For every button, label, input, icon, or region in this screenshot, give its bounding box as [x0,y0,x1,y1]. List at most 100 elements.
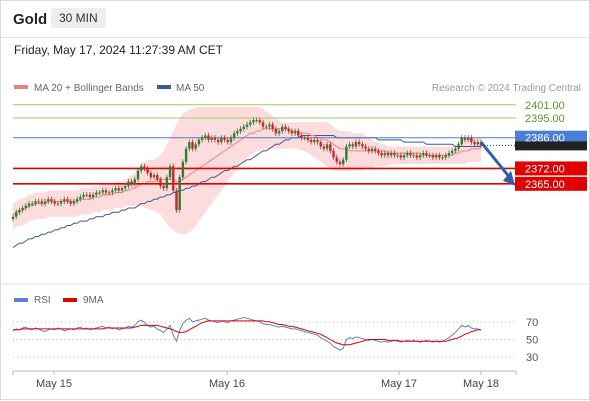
candle [290,131,294,134]
candle [255,120,258,122]
candle [447,153,451,156]
candle [242,126,245,129]
candle [216,139,220,143]
candle [47,199,50,202]
ma50-legend-swatch [157,85,171,89]
time-tick-label-0: May 15 [36,378,72,390]
candle [284,126,287,129]
rsi-line [12,316,482,351]
candle [69,201,72,204]
candle [306,137,310,140]
rsi-tick-1: 50 [526,335,538,347]
candle [271,124,274,129]
candle [396,155,399,157]
rsi-tick-2: 30 [526,352,538,364]
candle [226,139,229,143]
candle [406,153,409,156]
candle [457,144,460,149]
candle [473,142,476,145]
candle [143,166,146,169]
candle [27,203,31,206]
candle [428,155,431,157]
candle [441,157,444,159]
candle [370,148,374,151]
candle [207,135,210,140]
candle [188,142,191,149]
timeframe-button[interactable]: 30 MIN [51,8,106,28]
candle [130,181,133,184]
level-label-1: 2395.00 [525,113,565,125]
candle [415,155,419,158]
candle [85,194,88,196]
level-tag-2 [515,130,587,145]
candle [303,137,306,139]
candle [200,137,204,140]
time-tick-label-2: May 17 [381,378,417,390]
candle [357,142,361,145]
candle [149,172,153,178]
candle [11,216,15,219]
candle [72,201,76,204]
candle [393,153,396,156]
forecast-arrow-shaft [479,141,512,179]
candle [127,181,130,186]
candle [466,137,470,140]
candle [329,144,332,151]
candle [438,155,441,158]
candle [204,135,207,138]
rsi-ma9-line [13,320,481,346]
candle [56,203,60,205]
candle [66,199,69,202]
candle [450,150,454,154]
candle [191,142,194,149]
candle [409,153,412,156]
candle [309,139,313,143]
candle [37,201,40,203]
candle [175,190,178,211]
candle [322,146,326,149]
candle [354,142,358,147]
candle [325,144,329,149]
candle [281,126,284,132]
candle [43,201,47,204]
candle [422,153,425,156]
datetime-label: Friday, May 17, 2024 11:27:39 AM CET [14,43,223,57]
candle [434,155,438,158]
candle [159,179,162,186]
candle [319,142,322,147]
candle [390,153,393,156]
candle [274,128,278,134]
candle [341,159,345,165]
candle [178,177,181,211]
candle [383,153,387,156]
candle [79,196,82,200]
candle [287,128,290,132]
candle [332,150,335,158]
rsi-legend-swatch [14,298,28,302]
candle [223,137,226,140]
candle [18,210,21,213]
candle [24,205,28,208]
candle [345,146,348,160]
candle [104,190,108,193]
candle [258,120,262,123]
candle [444,155,447,158]
candle [120,188,124,191]
candle [348,144,351,147]
candle [34,201,37,204]
forecast-arrow-head [503,170,515,186]
candle [364,146,367,149]
bollinger-band [13,107,481,235]
candle [63,199,66,202]
candle [117,188,120,191]
candle [194,144,197,149]
candle [75,199,79,202]
candle [165,177,169,189]
candle [316,139,319,143]
rsi-legend-label: RSI [34,295,51,306]
candle [88,194,92,197]
candle [245,124,249,127]
candle [361,144,364,147]
candle [380,153,383,156]
candle [399,155,403,158]
